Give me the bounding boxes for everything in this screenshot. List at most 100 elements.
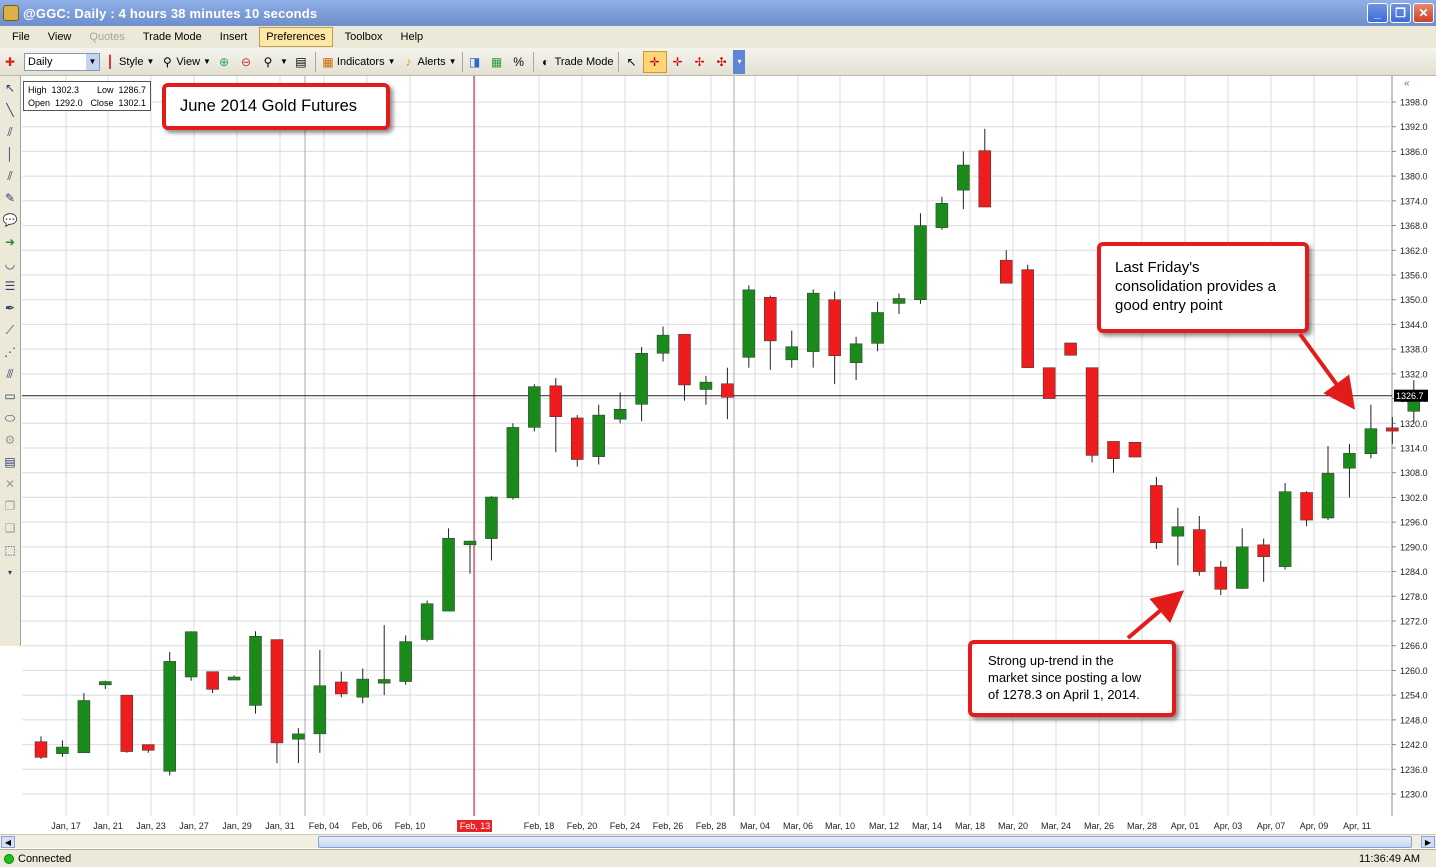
menu-preferences[interactable]: Preferences — [259, 27, 333, 47]
crosshair-snap-button[interactable]: ✛ — [643, 50, 668, 73]
rectangle-tool-icon[interactable]: ▭ — [4, 389, 16, 403]
entry-point-line-3: good entry point — [1115, 297, 1223, 314]
last-price-box — [1394, 389, 1428, 402]
delete-drawing-icon[interactable]: ✕ — [4, 477, 16, 491]
scroll-left-arrow-icon[interactable]: ◀ — [1, 836, 15, 848]
page-button[interactable]: ▤ — [291, 51, 313, 73]
percent-button[interactable]: % — [509, 51, 531, 73]
zoom-out-button[interactable]: ⊖ — [236, 51, 258, 73]
x-axis-tick-label: Mar, 10 — [825, 821, 855, 831]
y-axis-tick-label: 1356.0 — [1400, 271, 1428, 281]
y-axis-tick-label: 1392.0 — [1400, 122, 1428, 132]
last-price-label: 1326.7 — [1396, 391, 1424, 401]
scroll-to-latest-icon: « — [1404, 78, 1410, 89]
y-axis-tick-label: 1374.0 — [1400, 196, 1428, 206]
price-chart[interactable]: 1398.0 1392.0 1386.0 1380.0 1374.0 1368.0 1362… — [22, 76, 1436, 834]
data-window-button[interactable]: ◨ — [465, 51, 487, 73]
copy-drawing-icon[interactable]: ❐ — [4, 499, 16, 513]
x-axis-tick-label: Jan, 17 — [51, 821, 81, 831]
close-button[interactable]: ✕ — [1413, 3, 1434, 23]
andrews-pitchfork-tool-icon[interactable]: ⫻ — [6, 366, 14, 381]
horizontal-scrollbar[interactable]: ◀ ▶ — [0, 834, 1436, 848]
crosshair-arrow-button[interactable]: ✣ — [711, 51, 733, 73]
candle-up — [249, 635, 262, 706]
menu-insert[interactable]: Insert — [219, 31, 248, 43]
menu-help[interactable]: Help — [400, 31, 424, 43]
window-controls: _ ❐ ✕ — [1367, 3, 1434, 23]
pointer-tool-icon[interactable]: ↖ — [4, 81, 16, 95]
candle-down — [335, 681, 348, 695]
pointer-tool-button[interactable]: ↖ — [621, 51, 643, 73]
menu-file[interactable]: File — [12, 31, 30, 43]
gann-fan-tool-icon[interactable]: ⋰ — [4, 345, 16, 359]
speed-lines-tool-icon[interactable]: ⟋ — [5, 322, 15, 337]
x-axis-tick-label: Feb, 13 — [460, 821, 491, 831]
candle-up — [742, 289, 756, 358]
candle-up — [292, 733, 305, 740]
maximize-button[interactable]: ❐ — [1390, 3, 1411, 23]
select-area-icon[interactable]: ⬚ — [4, 543, 16, 557]
indicators-button[interactable]: ▦ Indicators ▼ — [318, 51, 399, 73]
menu-toolbox[interactable]: Toolbox — [344, 31, 383, 43]
grid-button[interactable]: ▦ — [487, 51, 509, 73]
pushpin-icon: ✚ — [4, 54, 16, 69]
interval-select[interactable]: Daily ▼ — [24, 52, 100, 71]
zoom-in-button[interactable]: ⊕ — [214, 51, 236, 73]
x-axis-tick-label: Mar, 04 — [740, 821, 770, 831]
candle-down — [1021, 269, 1034, 368]
candle-up — [1278, 491, 1292, 567]
arc-tool-icon[interactable]: ◡ — [4, 257, 16, 271]
candle-down — [142, 744, 155, 751]
vertical-line-tool-icon[interactable]: │ — [6, 147, 14, 161]
close-value: 1302.1 — [118, 98, 146, 108]
y-axis-tick-label: 1248.0 — [1400, 715, 1428, 725]
chart-title-text: June 2014 Gold Futures — [180, 97, 358, 115]
data-window-icon: ◨ — [468, 54, 481, 69]
menu-trade-mode[interactable]: Trade Mode — [142, 31, 202, 43]
text-note-tool-icon[interactable]: ✎ — [4, 191, 16, 205]
candle-down — [1257, 544, 1270, 557]
menu-quotes[interactable]: Quotes — [89, 31, 125, 43]
candle-down — [764, 296, 777, 342]
view-button[interactable]: ⚲ View ▼ — [157, 51, 214, 73]
crosshair-dot-button[interactable]: ✢ — [689, 51, 711, 73]
low-value: 1286.7 — [118, 85, 146, 95]
channel-tool-icon[interactable]: ⫽ — [7, 124, 13, 139]
properties-tool-icon[interactable]: ⚙ — [4, 433, 16, 447]
minimize-button[interactable]: _ — [1367, 3, 1388, 23]
ellipse-tool-icon[interactable]: ⬭ — [4, 410, 16, 425]
scroll-thumb[interactable] — [318, 836, 1412, 848]
scroll-right-arrow-icon[interactable]: ▶ — [1421, 836, 1435, 848]
window-titlebar: @GGC: Daily : 4 hours 38 minutes 10 seco… — [0, 0, 1436, 26]
candle-up — [313, 685, 327, 735]
pin-button[interactable]: ✚ — [0, 51, 22, 73]
drawbar-collapse-icon[interactable]: ▾ — [7, 567, 12, 577]
x-axis-tick-label: Feb, 04 — [309, 821, 340, 831]
zoom-menu-button[interactable]: ⚲ ▼ — [258, 51, 291, 73]
x-axis-tick-label: Feb, 24 — [610, 821, 641, 831]
price-chart-area[interactable]: 1398.0 1392.0 1386.0 1380.0 1374.0 1368.0 1362… — [22, 76, 1436, 834]
menu-view[interactable]: View — [47, 31, 72, 43]
x-axis-tick-label: Feb, 28 — [696, 821, 727, 831]
pen-tool-icon[interactable]: ✒ — [4, 301, 16, 315]
x-axis-highlight — [457, 820, 492, 832]
alerts-button[interactable]: ♪ Alerts ▼ — [399, 51, 460, 73]
x-axis-tick-label: Feb, 18 — [524, 821, 555, 831]
arrow-tool-icon[interactable]: ➜ — [4, 235, 16, 249]
object-list-tool-icon[interactable]: ▤ — [4, 455, 16, 469]
trade-mode-button[interactable]: ◐ Trade Mode — [536, 51, 617, 73]
dropdown-caret-icon: ▼ — [203, 57, 211, 66]
candle-down — [270, 639, 284, 744]
y-axis-tick-label: 1260.0 — [1400, 666, 1428, 676]
callout-tool-icon[interactable]: 💬 — [2, 213, 18, 227]
crosshair-button[interactable]: ✛ — [667, 51, 689, 73]
style-button[interactable]: ┃ Style ▼ — [100, 51, 157, 73]
paste-drawing-icon[interactable]: ❏ — [4, 521, 16, 535]
crosshair-arrow-icon: ✣ — [716, 54, 727, 69]
fibonacci-tool-icon[interactable]: ☰ — [4, 279, 16, 293]
candle-up — [635, 353, 648, 405]
trendline-tool-icon[interactable]: ╲ — [6, 103, 14, 117]
toolbar-overflow-button[interactable]: ▾ — [733, 49, 746, 74]
parallel-lines-tool-icon[interactable]: ⫽ — [7, 168, 13, 183]
candle-down — [1085, 367, 1099, 456]
